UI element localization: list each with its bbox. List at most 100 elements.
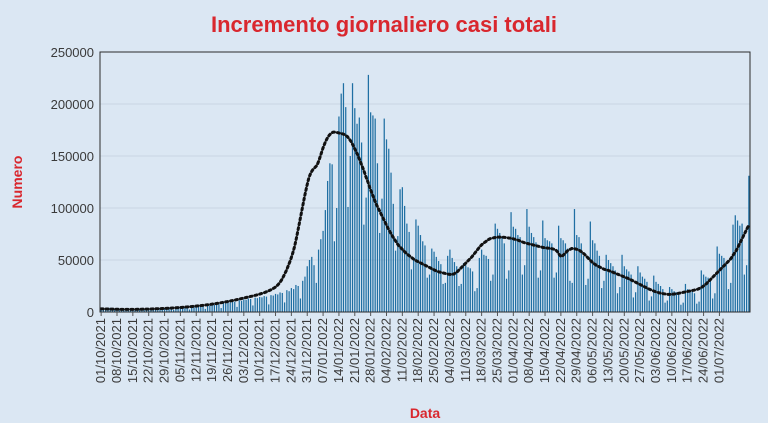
bar	[682, 302, 684, 312]
x-tick-label: 22/10/2021	[141, 318, 156, 383]
x-tick-label: 25/02/2022	[426, 318, 441, 383]
bar	[213, 304, 215, 312]
bar	[730, 282, 732, 312]
bar	[182, 307, 184, 312]
bar	[417, 225, 419, 312]
bar	[687, 289, 689, 312]
bar	[460, 283, 462, 312]
bar	[653, 275, 655, 312]
bar	[125, 310, 127, 312]
bar	[712, 298, 714, 312]
bar	[394, 250, 397, 312]
bar	[297, 286, 299, 312]
bar	[553, 277, 555, 312]
bar	[478, 257, 480, 312]
bar	[336, 208, 338, 312]
bar	[736, 220, 739, 312]
bar	[263, 296, 265, 312]
bar	[546, 240, 548, 312]
y-tick-label: 200000	[51, 97, 94, 112]
bar	[598, 255, 601, 312]
bar	[625, 269, 628, 312]
x-tick-label: 15/10/2021	[125, 318, 140, 383]
y-tick-label: 250000	[51, 45, 94, 60]
bar	[347, 206, 349, 312]
bar	[696, 303, 698, 312]
bar	[474, 291, 476, 312]
bar	[582, 255, 585, 312]
bar	[236, 306, 238, 312]
axes	[99, 51, 751, 316]
bar	[548, 241, 551, 312]
bar	[372, 115, 374, 312]
bar	[714, 293, 716, 312]
x-tick-label: 14/01/2022	[331, 318, 346, 383]
bar	[469, 268, 471, 312]
bar	[222, 302, 225, 312]
bar	[741, 223, 743, 312]
bar	[655, 281, 657, 312]
bar	[689, 290, 691, 312]
bar	[150, 309, 152, 312]
bar	[234, 301, 236, 312]
x-tick-label: 22/04/2022	[553, 318, 568, 383]
bar	[641, 276, 644, 312]
bar	[619, 287, 621, 312]
bar	[558, 225, 560, 312]
x-tick-label: 21/01/2022	[347, 318, 362, 383]
bar	[172, 309, 175, 312]
y-tick-labels: 0 50000 100000 150000 200000 250000	[51, 45, 94, 320]
bar	[605, 254, 607, 312]
bar	[433, 251, 435, 312]
bar	[202, 305, 204, 312]
bar	[442, 283, 444, 312]
y-axis-title: Numero	[9, 156, 25, 209]
bar	[607, 260, 610, 312]
bar	[510, 212, 512, 312]
bar	[265, 296, 268, 312]
bar	[503, 243, 505, 312]
bar	[490, 280, 492, 312]
bar	[166, 308, 168, 312]
x-tick-label: 24/06/2022	[696, 318, 711, 383]
bar	[585, 284, 587, 312]
bar	[317, 249, 320, 312]
bar	[508, 270, 510, 312]
bar	[216, 303, 218, 312]
bar	[283, 302, 286, 312]
x-tick-label: 25/03/2022	[489, 318, 504, 383]
bar	[535, 242, 537, 312]
bar	[517, 235, 519, 312]
bar	[118, 309, 120, 312]
bar	[286, 290, 288, 312]
bar	[249, 299, 252, 312]
bar	[279, 292, 281, 312]
x-tick-label: 28/01/2022	[363, 318, 378, 383]
x-tick-label: 01/07/2022	[711, 318, 726, 383]
bar	[363, 224, 365, 312]
bar	[408, 231, 410, 312]
bar	[392, 203, 394, 312]
bar	[562, 240, 564, 312]
bar	[723, 257, 725, 312]
bar	[326, 180, 329, 312]
bar	[569, 280, 571, 312]
bar	[107, 310, 109, 312]
bar	[628, 271, 630, 312]
bar	[209, 305, 211, 312]
x-tick-label: 29/04/2022	[569, 318, 584, 383]
bar	[580, 243, 582, 312]
bar	[678, 294, 680, 312]
bar	[718, 253, 721, 312]
x-tick-label: 10/12/2021	[252, 318, 267, 383]
x-tick-label: 18/03/2022	[474, 318, 489, 383]
x-tick-label: 18/02/2022	[410, 318, 425, 383]
bar	[578, 237, 580, 312]
bar-series	[100, 74, 750, 313]
bar	[603, 280, 605, 312]
bar	[494, 223, 496, 312]
x-tick-label: 01/04/2022	[505, 318, 520, 383]
bar	[148, 308, 150, 312]
bar	[610, 263, 612, 312]
bar	[739, 225, 741, 312]
